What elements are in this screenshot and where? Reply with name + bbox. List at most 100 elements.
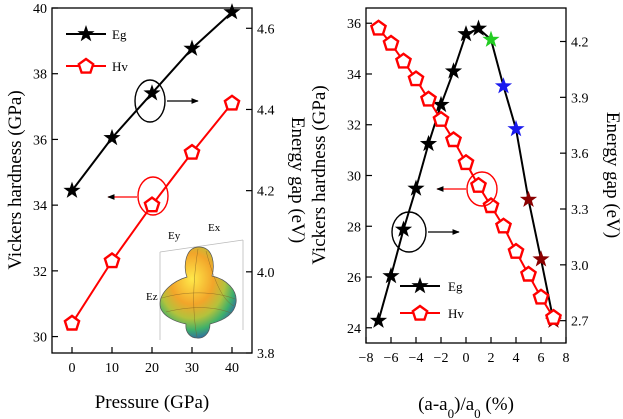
right-eg-point (532, 250, 550, 267)
right-hv-annotation (436, 171, 498, 207)
right-eg-point (444, 62, 463, 79)
inset-label-ez: Ez (146, 291, 158, 303)
right-y-tick-label: 32 (347, 119, 361, 134)
left-hv-point (183, 143, 201, 160)
right-eg-point (457, 25, 475, 42)
inset-surface-gridline (165, 307, 232, 314)
left-legend-hv-pentagon (77, 57, 95, 74)
left-hv-point (143, 196, 161, 213)
left-eg-point (223, 3, 241, 20)
right-legend-hv-label: Hv (448, 306, 464, 321)
right-x-tick-label: 4 (513, 351, 520, 366)
left-eg-point (103, 128, 121, 146)
left-y2-tick-label: 4.6 (257, 22, 275, 37)
right-x-tick-label: −6 (384, 351, 399, 366)
right-y-tick-label: 30 (347, 170, 361, 185)
left-y-tick-label: 32 (33, 265, 47, 280)
right-y2-tick-label: 3.3 (571, 203, 589, 218)
left-hv-annotation (107, 176, 169, 216)
left-x-axis-title: Pressure (GPa) (95, 392, 210, 413)
left-hv-point (63, 314, 81, 331)
right-eg-point (419, 134, 438, 152)
left-eg-point (183, 39, 201, 56)
right-axis-ticks: −8 −6 −4 −2 0 2 4 6 8242628303234362.73.03.33.63… (347, 17, 589, 366)
left-hv-ellipse (137, 176, 169, 216)
left-y-axis-title: Vickers hardness (GPa) (5, 90, 26, 269)
left-x-tick-label: 20 (145, 361, 159, 376)
left-y2-tick-label: 3.8 (257, 347, 275, 362)
inset-axis-line (159, 239, 244, 253)
left-panel: 0 10 20 30 40 30 32 34 36 38 40 3.8 4.0 4.2 4.4 4.6 Pre… (5, 2, 308, 413)
left-eg-annotation (134, 79, 199, 123)
inset-3d-hardness-surface: Ey Ex Ez (146, 222, 244, 340)
left-legend: Eg Hv (66, 25, 128, 74)
right-hv-ellipse (466, 171, 498, 207)
right-hv-point (382, 34, 400, 51)
right-x-tick-label: 2 (488, 351, 495, 366)
right-x-tick-label: 0 (463, 351, 470, 366)
right-x-axis-title: (a-a0)/a0 (%) (418, 394, 514, 419)
inset-surface-gridline (193, 248, 199, 338)
right-hv-point (432, 110, 450, 127)
right-series (369, 19, 563, 328)
right-hv-point (494, 217, 513, 234)
right-y2-tick-label: 2.7 (571, 315, 589, 330)
right-legend-eg-star (411, 277, 429, 294)
left-y-tick-label: 38 (33, 68, 47, 83)
right-x-tick-label: −2 (434, 351, 449, 366)
inset-label-ex: Ex (208, 222, 221, 234)
right-hv-point (419, 90, 438, 107)
right-x-tick-label: 6 (538, 351, 545, 366)
left-x-tick-label: 30 (185, 361, 199, 376)
inset-surface-body (159, 246, 237, 339)
inset-surface-gridline (161, 292, 236, 300)
left-x-tick-label: 40 (225, 361, 239, 376)
left-legend-hv-label: Hv (112, 59, 128, 74)
right-eg-ellipse (391, 211, 427, 253)
right-eg-point (382, 267, 400, 284)
right-x-tick-label: 8 (563, 351, 570, 366)
left-x-tick-label: 0 (69, 361, 76, 376)
right-hv-point (407, 70, 425, 87)
left-hv-point (223, 94, 241, 111)
left-x-tick-label: 10 (105, 361, 119, 376)
right-eg-point (494, 77, 513, 94)
left-axis-ticks: 0 10 20 30 40 30 32 34 36 38 40 3.8 4.0 4.2 4.4 4.6 (33, 2, 275, 376)
right-eg-point (432, 95, 450, 113)
right-y2-tick-label: 3.6 (571, 147, 589, 162)
right-y2-tick-label: 3.0 (571, 259, 589, 274)
right-y2-tick-label: 3.9 (571, 91, 589, 106)
right-hv-point (532, 288, 550, 305)
right-hv-point (394, 52, 413, 69)
right-eg-annotation (391, 211, 460, 253)
right-y2-axis-title: Energy gap (eV) (602, 112, 623, 238)
right-hv-point (469, 176, 488, 193)
right-hv-point (519, 265, 538, 282)
inset-label-ey: Ey (168, 230, 181, 242)
right-y-tick-label: 36 (347, 17, 361, 32)
left-series (63, 3, 241, 331)
left-eg-point (63, 181, 81, 198)
left-y2-tick-label: 4.4 (257, 103, 275, 118)
left-y2-axis-title: Energy gap (eV) (287, 117, 308, 243)
right-hv-point (457, 153, 475, 171)
left-y-tick-label: 40 (33, 2, 47, 17)
right-y-axis-title: Vickers hardness (GPa) (309, 85, 330, 264)
left-y-tick-label: 34 (33, 199, 47, 214)
right-x-axis-title-subscript: 0 (448, 406, 455, 419)
left-eg-ellipse (134, 79, 166, 123)
right-eg-point (469, 19, 488, 36)
right-eg-point (507, 120, 525, 137)
right-y-tick-label: 24 (347, 322, 361, 337)
right-eg-point (369, 311, 388, 328)
right-hv-point (482, 197, 500, 214)
left-eg-line (71, 11, 233, 192)
right-y-tick-label: 26 (347, 271, 361, 286)
left-y-tick-label: 30 (33, 331, 47, 346)
right-x-axis-title-subscript: 0 (474, 406, 481, 419)
right-y-tick-label: 28 (347, 220, 361, 235)
right-x-tick-label: −8 (359, 351, 374, 366)
inset-surface-gridline (205, 250, 235, 307)
right-legend-hv-pentagon (411, 304, 429, 321)
